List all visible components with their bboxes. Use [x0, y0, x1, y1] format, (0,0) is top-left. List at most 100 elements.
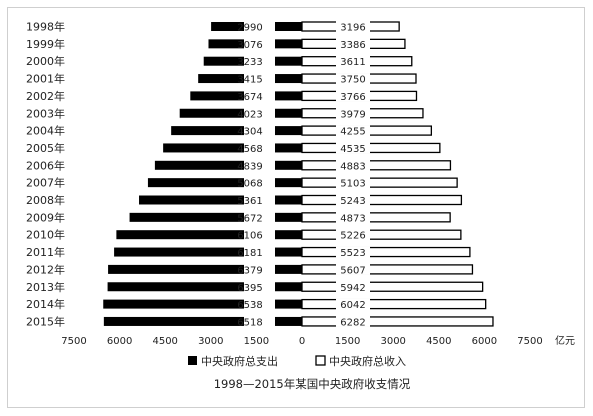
bar-expenditure: [163, 143, 274, 153]
legend-label-expenditure: 中央政府总支出: [201, 354, 278, 368]
value-label-bg: [244, 73, 274, 85]
value-label-revenue: 3386: [340, 40, 365, 51]
value-label-expenditure: 6538: [237, 300, 262, 311]
value-label-bg: [336, 125, 370, 137]
bar-expenditure-inner: [275, 178, 302, 188]
category-label: 1999年: [26, 37, 65, 51]
value-label-bg: [244, 125, 274, 137]
value-label-bg: [244, 177, 274, 189]
bar-expenditure-inner: [275, 299, 302, 309]
value-label-expenditure: 3415: [237, 75, 262, 86]
value-label-bg: [336, 73, 370, 85]
value-label-bg: [336, 246, 370, 258]
value-label-bg: [244, 315, 274, 327]
value-label-bg: [244, 90, 274, 102]
bar-revenue: [301, 194, 463, 206]
legend-swatch-expenditure: [188, 356, 197, 365]
value-label-bg: [244, 229, 274, 241]
category-label: 2008年: [26, 193, 65, 207]
value-label-bg: [336, 21, 370, 32]
category-label: 2009年: [26, 210, 65, 224]
value-label-bg: [336, 194, 370, 206]
value-label-bg: [336, 298, 370, 310]
bar-revenue: [301, 212, 451, 223]
bar-expenditure-inner: [275, 74, 302, 84]
value-label-revenue: 5523: [340, 248, 365, 259]
category-label: 2001年: [26, 72, 65, 86]
category-label: 2010年: [26, 228, 65, 242]
value-label-revenue: 6282: [340, 317, 365, 328]
bar-expenditure-inner: [275, 195, 302, 205]
value-label-bg: [336, 281, 370, 293]
value-label-bg: [336, 229, 370, 241]
value-label-revenue: 4535: [340, 144, 365, 155]
bar-revenue: [301, 229, 462, 240]
category-label: 2014年: [26, 297, 65, 311]
axis-unit-label: 亿元: [555, 334, 575, 347]
x-tick-label: 7500: [61, 336, 86, 347]
category-label: 2006年: [26, 158, 65, 172]
bar-expenditure-inner: [275, 247, 302, 257]
bar-revenue: [301, 160, 452, 171]
category-label: 2013年: [26, 280, 65, 294]
legend-swatch-revenue: [315, 355, 326, 366]
x-tick-label: 4500: [152, 336, 177, 347]
category-label: 2003年: [26, 106, 65, 120]
value-label-revenue: 3766: [340, 92, 365, 103]
bar-expenditure-inner: [275, 39, 302, 49]
value-label-bg: [336, 38, 370, 50]
value-label-expenditure: 3674: [237, 92, 262, 103]
value-label-expenditure: 5361: [237, 196, 262, 207]
bar-expenditure-inner: [275, 91, 302, 101]
value-label-expenditure: 3076: [237, 40, 262, 51]
value-label-revenue: 5226: [340, 231, 365, 242]
x-tick-label: 6000: [107, 336, 132, 347]
bar-expenditure-inner: [275, 126, 302, 136]
value-label-revenue: 6042: [340, 300, 365, 311]
category-label: 2005年: [26, 141, 65, 155]
bar-expenditure-inner: [275, 230, 302, 240]
value-label-revenue: 3750: [340, 75, 365, 86]
bar-expenditure: [107, 282, 274, 292]
value-label-expenditure: 6379: [237, 265, 262, 276]
value-label-bg: [244, 263, 274, 275]
legend-label-revenue: 中央政府总收入: [329, 354, 406, 368]
bar-expenditure: [114, 247, 275, 257]
category-label: 2004年: [26, 124, 65, 138]
bar-expenditure: [211, 22, 274, 31]
value-label-expenditure: 2990: [237, 23, 262, 34]
bar-expenditure: [154, 160, 274, 170]
bar-expenditure: [147, 178, 274, 188]
x-tick-label: 4500: [426, 336, 451, 347]
bar-expenditure: [179, 108, 274, 118]
value-label-revenue: 4255: [340, 127, 365, 138]
value-label-expenditure: 5068: [237, 179, 262, 190]
x-tick-label: 1500: [244, 336, 269, 347]
value-label-expenditure: 4839: [237, 161, 262, 172]
bar-revenue: [301, 246, 471, 258]
bar-expenditure-inner: [275, 316, 302, 326]
bar-expenditure: [203, 56, 274, 66]
value-label-expenditure: 4023: [237, 109, 262, 120]
bar-expenditure-inner: [275, 22, 302, 31]
category-label: 2015年: [26, 314, 65, 328]
x-tick-label: 1500: [335, 336, 360, 347]
value-label-bg: [244, 246, 274, 258]
value-label-bg: [244, 298, 274, 310]
value-label-expenditure: 6181: [237, 248, 262, 259]
bar-expenditure-inner: [275, 264, 302, 274]
category-label: 1998年: [26, 20, 65, 34]
chart-frame: [7, 7, 585, 408]
value-label-bg: [244, 159, 274, 171]
value-label-bg: [336, 107, 370, 119]
value-label-revenue: 4873: [340, 213, 365, 224]
value-label-expenditure: 5672: [237, 213, 262, 224]
bar-expenditure-inner: [275, 108, 302, 118]
value-label-bg: [336, 90, 370, 102]
bar-expenditure: [129, 212, 274, 222]
value-label-expenditure: 6395: [237, 283, 262, 294]
value-label-expenditure: 6106: [237, 231, 262, 242]
value-label-bg: [244, 21, 274, 32]
value-label-revenue: 3979: [340, 109, 365, 120]
